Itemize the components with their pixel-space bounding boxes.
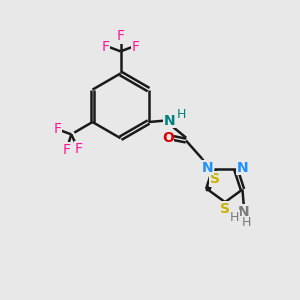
Text: F: F: [63, 143, 71, 157]
Text: O: O: [162, 130, 174, 145]
Text: N: N: [238, 205, 250, 219]
Text: S: S: [220, 202, 230, 216]
Text: H: H: [230, 211, 239, 224]
Text: H: H: [242, 216, 251, 229]
Text: N: N: [164, 114, 176, 128]
Text: F: F: [53, 122, 61, 136]
Text: S: S: [210, 172, 220, 186]
Text: F: F: [75, 142, 83, 155]
Text: F: F: [117, 29, 124, 43]
Text: N: N: [236, 160, 248, 175]
Text: F: F: [132, 40, 140, 54]
Text: N: N: [202, 160, 214, 175]
Text: H: H: [176, 108, 186, 121]
Text: F: F: [101, 40, 109, 54]
